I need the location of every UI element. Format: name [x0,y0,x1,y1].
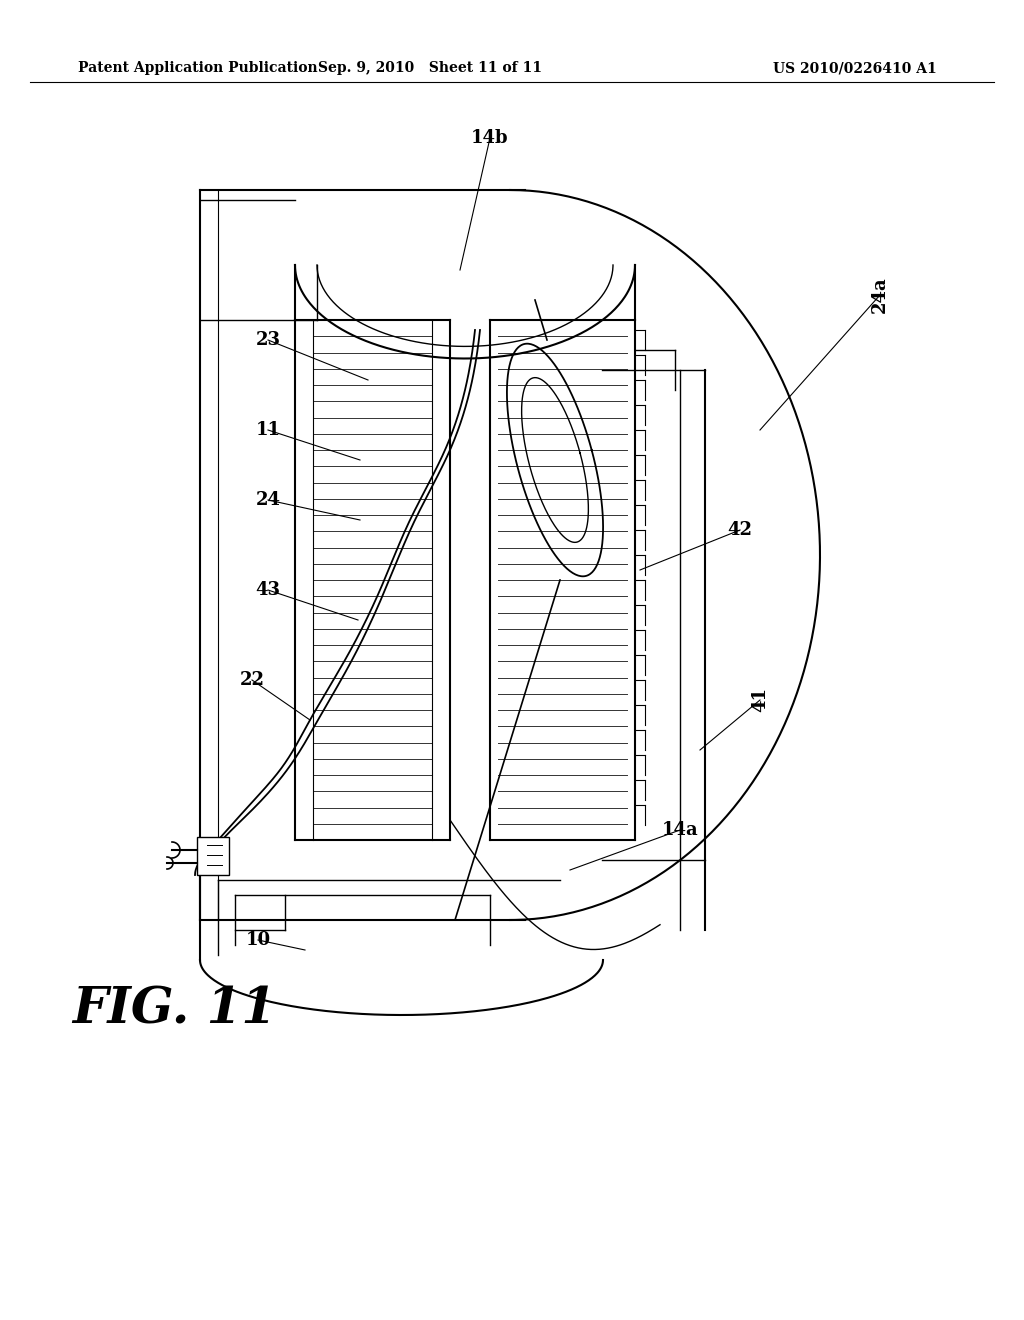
Text: 41: 41 [751,688,769,713]
Text: 23: 23 [256,331,281,348]
Text: 11: 11 [256,421,281,440]
Text: US 2010/0226410 A1: US 2010/0226410 A1 [773,61,937,75]
Text: 22: 22 [240,671,264,689]
Text: 24a: 24a [871,277,889,313]
Text: 10: 10 [246,931,270,949]
Text: 14b: 14b [471,129,509,147]
Text: FIG. 11: FIG. 11 [72,986,276,1035]
Text: 14a: 14a [662,821,698,840]
Text: 43: 43 [256,581,281,599]
Text: Sep. 9, 2010   Sheet 11 of 11: Sep. 9, 2010 Sheet 11 of 11 [318,61,542,75]
Text: Patent Application Publication: Patent Application Publication [78,61,317,75]
Bar [197,837,229,875]
Text: 24: 24 [256,491,281,510]
Text: 42: 42 [727,521,753,539]
